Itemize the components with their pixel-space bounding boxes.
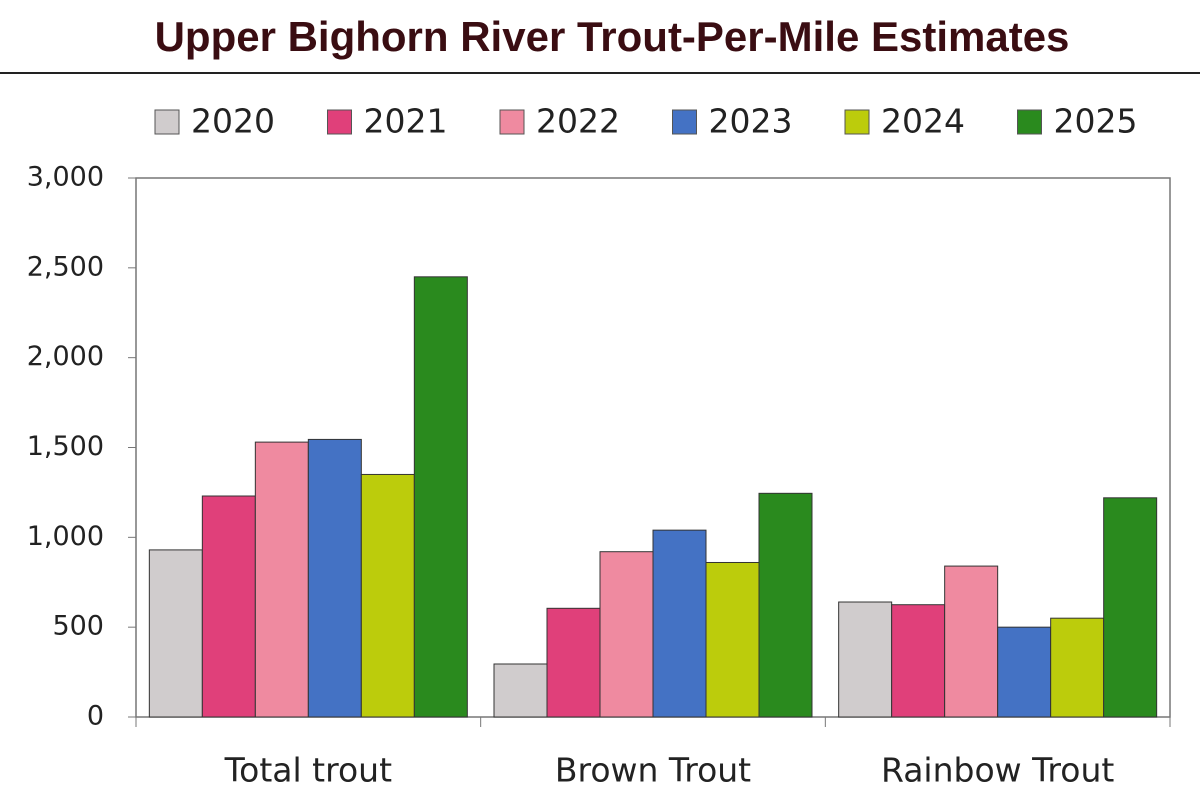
y-tick-label: 1,000 [27, 521, 104, 552]
y-tick-label: 3,000 [27, 162, 104, 193]
y-tick-label: 2,500 [27, 251, 104, 282]
legend-label: 2021 [364, 102, 448, 141]
bar [944, 565, 999, 718]
bar [652, 529, 707, 718]
bar [1050, 617, 1105, 718]
bar [493, 663, 548, 718]
bar [997, 626, 1052, 718]
legend-label: 2025 [1054, 102, 1138, 141]
x-tick-label: Brown Trout [555, 751, 751, 790]
x-tick-label: Rainbow Trout [881, 751, 1114, 790]
legend-swatch [154, 109, 180, 135]
bar [360, 473, 415, 718]
legend-swatch [672, 109, 697, 135]
legend-label: 2023 [709, 102, 793, 141]
bar [546, 607, 601, 718]
bar [705, 561, 760, 718]
legend-label: 2022 [536, 102, 620, 141]
x-tick-label: Total trout [224, 751, 392, 790]
y-tick-label: 0 [87, 701, 104, 732]
bar [148, 549, 203, 718]
y-tick-label: 2,000 [27, 341, 104, 372]
bar [838, 601, 893, 718]
y-tick-label: 500 [52, 611, 104, 642]
legend-label: 2020 [191, 102, 275, 141]
bar [307, 438, 362, 718]
legend-swatch [844, 109, 870, 135]
bar [599, 551, 654, 718]
bar [254, 441, 309, 718]
bar [758, 492, 813, 718]
chart-title: Upper Bighorn River Trout-Per-Mile Estim… [155, 13, 1070, 60]
legend-swatch [1017, 109, 1042, 135]
legend-swatch [327, 109, 352, 135]
legend-swatch [499, 109, 525, 135]
bar [201, 495, 256, 718]
legend-label: 2024 [881, 102, 965, 141]
y-tick-label: 1,500 [27, 431, 104, 462]
bar [1103, 497, 1158, 718]
bar [413, 276, 468, 718]
bar [891, 604, 946, 718]
